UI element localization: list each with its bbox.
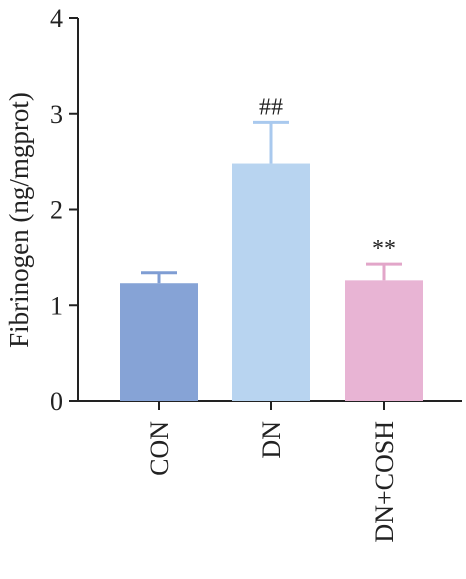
x-tick-label: DN+COSH (370, 421, 399, 543)
bar (345, 280, 423, 401)
x-tick-label: DN (257, 421, 286, 459)
y-axis: 0 1 2 3 4 (50, 4, 79, 416)
y-axis-title: Fibrinogen (ng/mgprot) (4, 92, 34, 348)
y-tick-label: 0 (50, 387, 63, 416)
bars: ## ** (120, 94, 423, 401)
y-tick-label: 3 (50, 100, 63, 129)
y-tick-label: 4 (50, 4, 63, 33)
bar (232, 163, 310, 401)
significance-label: ## (259, 94, 283, 120)
y-tick-label: 2 (50, 196, 63, 225)
x-tick-label: CON (145, 421, 174, 476)
x-axis: CON DN DN+COSH (77, 400, 462, 543)
significance-label: ** (372, 236, 396, 262)
y-tick-label: 1 (50, 291, 63, 320)
bar (120, 283, 198, 401)
